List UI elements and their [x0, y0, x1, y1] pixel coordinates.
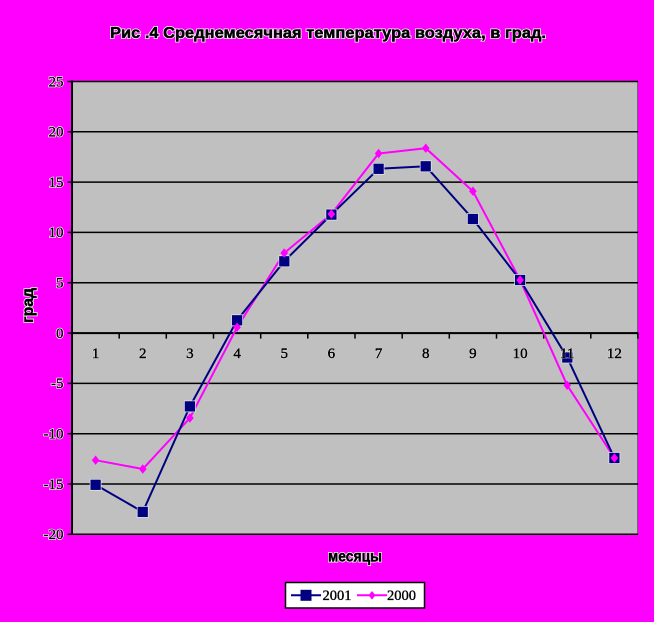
svg-text:5: 5	[56, 276, 64, 292]
svg-text:0: 0	[56, 326, 64, 342]
svg-text:9: 9	[469, 346, 477, 362]
svg-text:3: 3	[186, 346, 194, 362]
svg-text:5: 5	[56, 276, 64, 292]
svg-text:15: 15	[49, 175, 64, 191]
svg-text:7: 7	[375, 346, 383, 362]
svg-text:-15: -15	[44, 477, 64, 493]
svg-text:20: 20	[49, 125, 64, 141]
svg-text:-20: -20	[44, 527, 64, 543]
svg-text:20: 20	[49, 125, 64, 141]
svg-text:град: град	[20, 288, 37, 323]
svg-text:11: 11	[560, 346, 574, 362]
svg-text:2: 2	[139, 346, 147, 362]
svg-text:2000: 2000	[387, 588, 416, 604]
svg-text:1: 1	[92, 346, 100, 362]
svg-text:11: 11	[560, 346, 574, 362]
svg-text:8: 8	[422, 346, 430, 362]
svg-text:-10: -10	[44, 427, 64, 443]
svg-text:12: 12	[607, 346, 622, 362]
svg-text:25: 25	[49, 74, 64, 90]
svg-text:-20: -20	[44, 527, 64, 543]
svg-text:2: 2	[139, 346, 147, 362]
svg-text:10: 10	[49, 225, 64, 241]
svg-text:-15: -15	[44, 477, 64, 493]
svg-text:25: 25	[49, 74, 64, 90]
svg-text:3: 3	[186, 346, 194, 362]
svg-text:месяцы: месяцы	[328, 549, 382, 566]
svg-text:-10: -10	[44, 427, 64, 443]
svg-text:10: 10	[513, 346, 528, 362]
svg-text:6: 6	[328, 346, 336, 362]
svg-text:12: 12	[607, 346, 622, 362]
svg-text:0: 0	[56, 326, 64, 342]
svg-text:6: 6	[328, 346, 336, 362]
svg-text:4: 4	[233, 346, 241, 362]
svg-text:9: 9	[469, 346, 477, 362]
svg-text:град: град	[20, 288, 37, 323]
svg-text:15: 15	[49, 175, 64, 191]
svg-text:4: 4	[233, 346, 241, 362]
svg-text:Рис .4 Среднемесячная температ: Рис .4 Среднемесячная температура воздух…	[110, 25, 546, 42]
svg-text:7: 7	[375, 346, 383, 362]
svg-text:-5: -5	[51, 376, 64, 392]
svg-text:месяцы: месяцы	[328, 549, 382, 566]
svg-text:10: 10	[513, 346, 528, 362]
svg-text:5: 5	[280, 346, 288, 362]
svg-text:8: 8	[422, 346, 430, 362]
svg-text:5: 5	[280, 346, 288, 362]
svg-text:10: 10	[49, 225, 64, 241]
svg-text:Рис .4 Среднемесячная температ: Рис .4 Среднемесячная температура воздух…	[110, 25, 546, 42]
svg-text:-5: -5	[51, 376, 64, 392]
svg-text:2001: 2001	[323, 588, 352, 604]
svg-text:1: 1	[92, 346, 100, 362]
